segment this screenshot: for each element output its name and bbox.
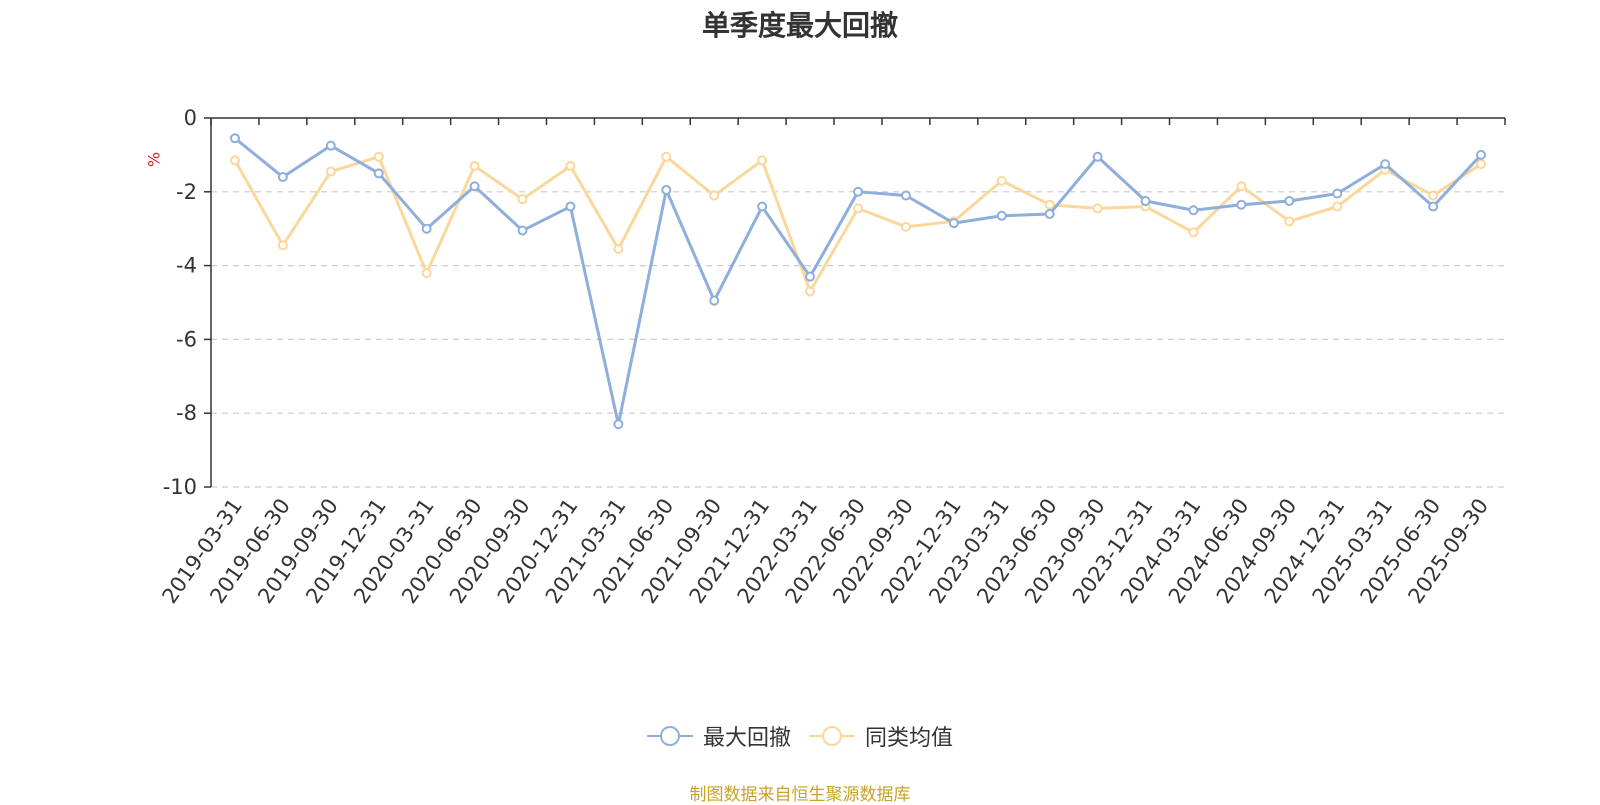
axis-labels: 0-2-4-6-8-102019-03-312019-06-302019-09-… [157, 106, 1493, 608]
data-point [900, 190, 911, 201]
data-point [900, 221, 911, 232]
axes [204, 117, 1506, 488]
series-line [234, 137, 1483, 426]
y-tick-label: -2 [176, 180, 197, 204]
data-point [469, 160, 480, 171]
y-tick-label: 0 [184, 106, 197, 130]
y-tick-label: -4 [176, 254, 197, 278]
data-point [421, 267, 432, 278]
data-point [1236, 181, 1247, 192]
data-point [469, 181, 480, 192]
data-point [229, 155, 240, 166]
data-point [853, 203, 863, 214]
grid-lines [211, 191, 1505, 488]
data-point [996, 175, 1007, 186]
data-point [1092, 151, 1103, 162]
data-point [229, 133, 240, 144]
source-note: 制图数据来自恒生聚源数据库 [689, 785, 911, 805]
data-point [709, 295, 720, 306]
legend-line-circle-icon [809, 726, 855, 746]
data-point [1044, 199, 1055, 210]
data-point [325, 166, 336, 177]
legend-label: 同类均值 [865, 726, 954, 751]
data-point [613, 243, 624, 254]
y-tick-label: -10 [163, 475, 197, 499]
data-point [1236, 199, 1247, 210]
data-point [565, 160, 576, 171]
data-point [757, 155, 768, 166]
legend-item-peer-average[interactable]: 同类均值 [809, 720, 953, 752]
data-point [1044, 208, 1055, 219]
data-point [1332, 188, 1343, 199]
data-point [996, 210, 1007, 221]
y-tick-label: -8 [176, 401, 197, 425]
data-point [1284, 216, 1295, 227]
data-point [1188, 227, 1199, 238]
legend-line-circle-icon [646, 726, 693, 746]
data-point [1092, 203, 1103, 214]
y-tick-label: -6 [176, 327, 197, 351]
data-point [1140, 196, 1151, 207]
data-point [325, 140, 336, 151]
legend-label: 最大回撤 [702, 726, 791, 751]
series-lines [229, 133, 1487, 430]
data-point [661, 184, 672, 195]
data-point [373, 168, 384, 179]
data-point [805, 271, 816, 282]
data-point [613, 419, 624, 430]
chart-title: 单季度最大回撤 [701, 9, 898, 42]
data-point [277, 240, 288, 251]
data-point [373, 151, 384, 162]
data-point [1380, 159, 1391, 170]
data-point [565, 201, 576, 212]
line-chart: 0-2-4-6-8-102019-03-312019-06-302019-09-… [157, 106, 1506, 608]
data-point [517, 225, 528, 236]
data-point [421, 223, 432, 234]
data-point [1332, 201, 1343, 212]
legend-item-max-drawdown[interactable]: 最大回撤 [646, 720, 791, 752]
data-point [853, 186, 863, 197]
data-point [709, 190, 720, 201]
legend: 最大回撤 同类均值 [0, 720, 1600, 752]
data-point [757, 201, 768, 212]
data-point [661, 151, 672, 162]
data-point [805, 286, 816, 297]
data-point [1188, 205, 1199, 216]
data-point [1476, 159, 1487, 170]
data-point [1428, 201, 1439, 212]
data-point [1428, 190, 1439, 201]
data-point [1284, 196, 1295, 207]
data-point [277, 172, 288, 183]
data-point [948, 218, 959, 229]
data-point [517, 194, 528, 205]
data-point [1476, 149, 1487, 160]
